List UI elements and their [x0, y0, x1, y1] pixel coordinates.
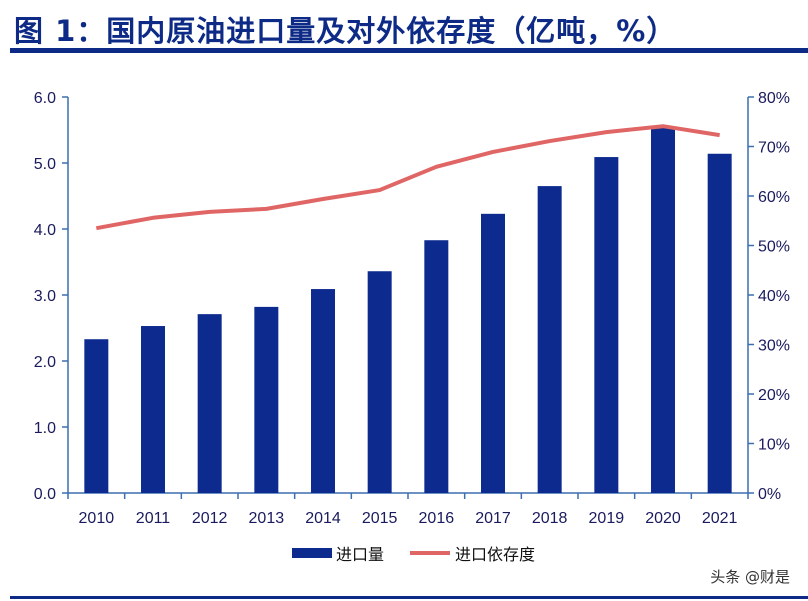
bottom-divider — [10, 596, 808, 599]
y-right-tick-label: 70% — [758, 140, 790, 157]
bar-2016 — [424, 240, 449, 493]
x-tick-label: 2015 — [362, 510, 398, 527]
y-right-tick-label: 40% — [758, 288, 790, 305]
chart-title: 图 1：国内原油进口量及对外依存度（亿吨，%） — [14, 14, 677, 48]
bar-2020 — [651, 126, 675, 493]
x-tick-label: 2013 — [249, 510, 285, 527]
bar-2021 — [707, 153, 732, 493]
bar-2012 — [197, 314, 222, 493]
bar-2015 — [367, 271, 392, 493]
bar-2010 — [84, 339, 109, 493]
watermark: 头条 @财是 — [710, 568, 790, 586]
x-tick-label: 2011 — [136, 510, 171, 527]
y-right-tick-label: 30% — [758, 338, 790, 355]
bar-2017 — [481, 213, 505, 493]
y-left-tick-label: 1.0 — [34, 420, 56, 437]
y-right-tick-label: 10% — [758, 437, 790, 454]
x-tick-label: 2018 — [532, 510, 568, 527]
y-left-tick-label: 3.0 — [34, 288, 56, 305]
x-tick-label: 2016 — [419, 510, 455, 527]
legend-swatch-bar — [292, 548, 332, 558]
x-tick-label: 2012 — [192, 510, 228, 527]
y-left-tick-label: 4.0 — [34, 222, 56, 239]
bar-2014 — [311, 289, 335, 493]
bar-2018 — [537, 186, 562, 493]
bar-2011 — [141, 326, 165, 493]
title-divider — [10, 48, 808, 53]
bar-2013 — [254, 306, 279, 493]
y-right-tick-label: 50% — [758, 239, 790, 256]
y-right-tick-label: 0% — [758, 486, 781, 503]
dependency-line — [95, 124, 720, 231]
y-left-tick-label: 6.0 — [34, 90, 56, 107]
y-right-tick-label: 20% — [758, 387, 790, 404]
x-tick-label: 2020 — [645, 510, 681, 527]
x-tick-label: 2010 — [79, 510, 115, 527]
x-tick-label: 2017 — [475, 510, 511, 527]
x-tick-label: 2019 — [589, 510, 625, 527]
y-left-tick-label: 2.0 — [34, 354, 56, 371]
x-tick-label: 2021 — [702, 510, 738, 527]
y-right-tick-label: 80% — [758, 90, 790, 107]
y-right-tick-label: 60% — [758, 189, 790, 206]
bar-2019 — [594, 157, 619, 493]
legend-label-bar: 进口量 — [336, 545, 384, 564]
legend-label-line: 进口依存度 — [455, 545, 535, 564]
x-tick-label: 2014 — [305, 510, 341, 527]
y-left-tick-label: 0.0 — [34, 486, 56, 503]
y-left-tick-label: 5.0 — [34, 156, 56, 173]
